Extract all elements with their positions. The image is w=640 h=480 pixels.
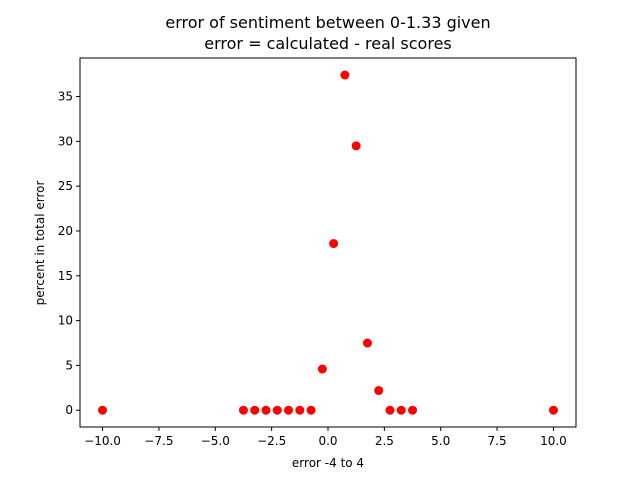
data-point: [306, 405, 316, 415]
y-tick-label: 35: [58, 90, 73, 104]
chart-title: error of sentiment between 0-1.33 given: [165, 13, 490, 32]
data-point: [396, 405, 406, 415]
x-tick-label: 10.0: [540, 434, 567, 448]
x-tick-label: 0.0: [318, 434, 337, 448]
plot-frame: [79, 57, 577, 428]
data-point: [340, 70, 350, 80]
axis-ticks: −10.0 −7.5 −5.0 −2.5 0.0 2.5 5.0 7.5 10.0 0 5 10 15 2…: [58, 90, 567, 448]
y-tick-label: 20: [58, 224, 73, 238]
data-point: [98, 405, 108, 415]
data-point: [284, 405, 294, 415]
data-point: [329, 239, 339, 249]
y-tick-label: 25: [58, 179, 73, 193]
data-point: [261, 405, 271, 415]
x-tick-label: 5.0: [431, 434, 450, 448]
x-tick-label: −10.0: [84, 434, 121, 448]
data-point: [548, 405, 558, 415]
chart-subtitle: error = calculated - real scores: [204, 34, 452, 53]
x-tick-label: 7.5: [488, 434, 507, 448]
data-point: [385, 405, 395, 415]
x-tick-label: −7.5: [144, 434, 173, 448]
x-axis-label: error -4 to 4: [292, 456, 364, 470]
y-axis-label: percent in total error: [33, 181, 47, 306]
y-tick-label: 0: [65, 403, 73, 417]
y-tick-label: 15: [58, 269, 73, 283]
data-point: [250, 405, 260, 415]
data-point: [362, 338, 372, 348]
data-point: [272, 405, 282, 415]
data-points: [98, 70, 558, 415]
y-tick-label: 30: [58, 134, 73, 148]
data-point: [317, 364, 327, 374]
data-point: [295, 405, 305, 415]
y-tick-label: 5: [65, 358, 73, 372]
data-point: [351, 141, 361, 151]
x-tick-label: 2.5: [375, 434, 394, 448]
x-tick-label: −5.0: [201, 434, 230, 448]
data-point: [238, 405, 248, 415]
x-tick-label: −2.5: [257, 434, 286, 448]
data-point: [408, 405, 418, 415]
y-tick-label: 10: [58, 314, 73, 328]
data-point: [374, 386, 384, 396]
